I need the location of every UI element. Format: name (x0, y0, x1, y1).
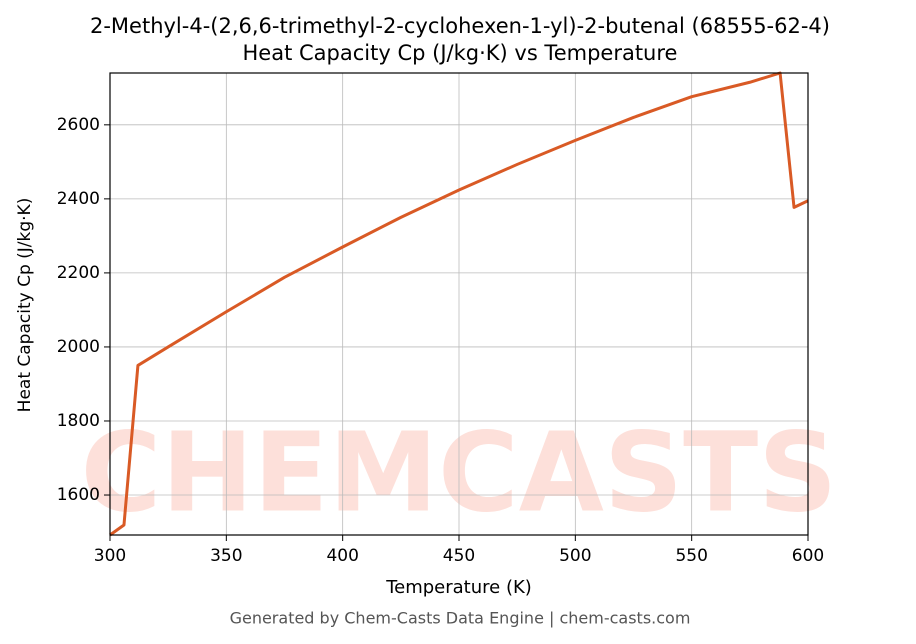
x-tick-label: 550 (675, 546, 707, 566)
data-line (109, 71, 809, 537)
y-tick-label: 2400 (57, 189, 100, 209)
y-tick-label: 1600 (57, 485, 100, 505)
y-tick-label: 2200 (57, 263, 100, 283)
plot-frame (109, 72, 809, 536)
x-tick-label: 500 (559, 546, 591, 566)
y-tick-label: 1800 (57, 411, 100, 431)
y-tick-label: 2000 (57, 337, 100, 357)
y-tick-label: 2600 (57, 115, 100, 135)
chart-title: 2-Methyl-4-(2,6,6-trimethyl-2-cyclohexen… (90, 14, 830, 38)
x-tick-label: 600 (792, 546, 824, 566)
footer: Generated by Chem-Casts Data Engine | ch… (230, 609, 691, 628)
x-tick-label: 450 (443, 546, 475, 566)
y-axis-label: Heat Capacity Cp (J/kg·K) (15, 198, 35, 413)
x-tick-label: 400 (326, 546, 358, 566)
x-axis-label: Temperature (K) (385, 577, 532, 598)
x-tick-label: 300 (94, 546, 126, 566)
chart-subtitle: Heat Capacity Cp (J/kg·K) vs Temperature (243, 41, 678, 65)
x-tick-label: 350 (210, 546, 242, 566)
